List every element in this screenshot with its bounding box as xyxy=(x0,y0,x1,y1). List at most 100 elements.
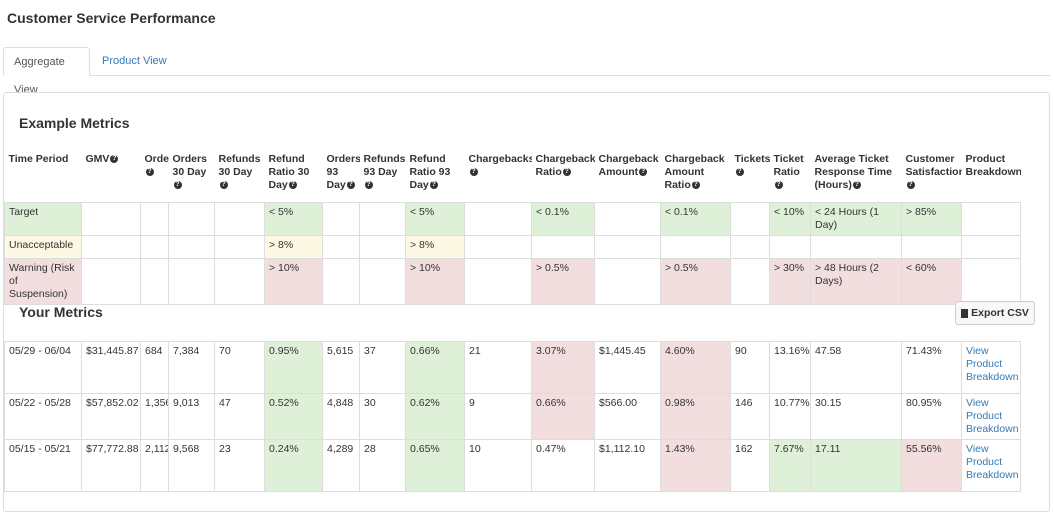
column-header: Chargeback Ratio? xyxy=(531,150,595,203)
table-cell: < 24 Hours (1 Day) xyxy=(810,201,902,236)
table-cell: > 85% xyxy=(901,201,962,236)
table-cell xyxy=(140,234,169,259)
help-icon[interactable]: ? xyxy=(145,168,154,177)
table-cell: 0.47% xyxy=(531,439,595,492)
table-cell xyxy=(594,257,661,305)
help-icon[interactable]: ? xyxy=(364,181,373,190)
table-cell: 0.52% xyxy=(264,393,323,440)
table-cell: 3.07% xyxy=(531,341,595,394)
help-icon[interactable]: ? xyxy=(852,181,861,190)
table-cell xyxy=(464,257,532,305)
help-icon[interactable]: ? xyxy=(906,181,915,190)
table-cell xyxy=(214,257,265,305)
column-header-label: Orders xyxy=(144,153,169,165)
table-cell: 80.95% xyxy=(901,393,962,440)
column-header: Refunds 30 Day? xyxy=(214,150,265,203)
table-cell xyxy=(81,201,141,236)
table-cell: 10 xyxy=(464,439,532,492)
table-cell xyxy=(901,234,962,259)
column-header-label: Refunds 30 Day xyxy=(218,153,261,178)
column-header-label: Product Breakdown xyxy=(965,153,1021,178)
table-cell xyxy=(168,234,215,259)
table-cell: 23 xyxy=(214,439,265,492)
help-icon[interactable]: ? xyxy=(110,155,119,164)
table-cell: 4,289 xyxy=(322,439,360,492)
help-icon[interactable]: ? xyxy=(173,181,182,190)
table-cell xyxy=(359,201,406,236)
table-row: 05/22 - 05/28$57,852.021,3569,013470.52%… xyxy=(4,393,1021,440)
table-cell: 13.16% xyxy=(769,341,811,394)
table-cell: 71.43% xyxy=(901,341,962,394)
product-breakdown-link[interactable]: View Product Breakdown xyxy=(961,393,1021,440)
example-metrics-title: Example Metrics xyxy=(19,115,130,131)
help-icon[interactable]: ? xyxy=(219,181,228,190)
help-icon[interactable]: ? xyxy=(562,168,571,177)
help-icon[interactable]: ? xyxy=(639,168,648,177)
view-tabs: Aggregate View Product View xyxy=(3,47,1050,96)
table-cell: 55.56% xyxy=(901,439,962,492)
help-icon[interactable]: ? xyxy=(691,181,700,190)
table-cell: 7,384 xyxy=(168,341,215,394)
table-cell: 30.15 xyxy=(810,393,902,440)
column-header: Chargeback Amount? xyxy=(594,150,661,203)
table-cell: $77,772.88 xyxy=(81,439,141,492)
column-header: Orders? xyxy=(140,150,169,203)
table-cell xyxy=(769,234,811,259)
help-icon[interactable]: ? xyxy=(469,168,478,177)
export-csv-button[interactable]: Export CSV xyxy=(955,301,1035,325)
table-cell: 5,615 xyxy=(322,341,360,394)
table-cell: 7.67% xyxy=(769,439,811,492)
table-cell: > 8% xyxy=(405,234,465,259)
table-cell: 1,356 xyxy=(140,393,169,440)
column-header: Chargeback Amount Ratio? xyxy=(660,150,731,203)
column-header: Chargebacks? xyxy=(464,150,532,203)
help-icon[interactable]: ? xyxy=(735,168,744,177)
column-header-label: Tickets xyxy=(734,153,770,165)
column-header-label: Chargeback Amount Ratio xyxy=(664,153,725,191)
page-title: Customer Service Performance xyxy=(7,10,216,26)
table-cell xyxy=(359,257,406,305)
help-icon[interactable]: ? xyxy=(288,181,297,190)
table-cell xyxy=(810,234,902,259)
column-header-label: Chargebacks xyxy=(468,153,532,165)
table-cell: 162 xyxy=(730,439,770,492)
table-cell: 17.11 xyxy=(810,439,902,492)
table-cell xyxy=(168,257,215,305)
column-header-label: Ticket Ratio xyxy=(773,153,804,178)
table-cell: 0.66% xyxy=(405,341,465,394)
product-breakdown-link[interactable]: View Product Breakdown xyxy=(961,439,1021,492)
table-cell: Warning (Risk of Suspension) xyxy=(4,257,82,305)
table-cell xyxy=(359,234,406,259)
table-cell: 0.62% xyxy=(405,393,465,440)
table-cell xyxy=(322,234,360,259)
table-cell: < 5% xyxy=(264,201,323,236)
table-cell: 05/15 - 05/21 xyxy=(4,439,82,492)
table-cell: > 48 Hours (2 Days) xyxy=(810,257,902,305)
table-cell: < 10% xyxy=(769,201,811,236)
your-metrics-title: Your Metrics xyxy=(19,304,103,320)
table-cell: $31,445.87 xyxy=(81,341,141,394)
help-icon[interactable]: ? xyxy=(346,181,355,190)
column-header: Average Ticket Response Time (Hours)? xyxy=(810,150,902,203)
export-csv-label: Export CSV xyxy=(971,307,1029,319)
table-cell xyxy=(594,201,661,236)
column-header-label: Chargeback Ratio xyxy=(535,153,595,178)
column-header: Customer Satisfaction? xyxy=(901,150,962,203)
table-row: 05/15 - 05/21 $77,772.88 2,112 9,568 23 0.24%… xyxy=(4,439,1021,492)
column-header-label: GMV xyxy=(85,153,110,165)
table-cell: 37 xyxy=(359,341,406,394)
tab-product-view[interactable]: Product View xyxy=(102,55,167,67)
table-cell: 146 xyxy=(730,393,770,440)
help-icon[interactable]: ? xyxy=(774,181,783,190)
tab-aggregate-view[interactable]: Aggregate View xyxy=(3,47,90,96)
column-header: Orders 30 Day? xyxy=(168,150,215,203)
column-header: GMV? xyxy=(81,150,141,203)
help-icon[interactable]: ? xyxy=(429,181,438,190)
table-cell: 0.24% xyxy=(264,439,323,492)
table-cell xyxy=(464,234,532,259)
table-cell: 47.58 xyxy=(810,341,902,394)
product-breakdown-link[interactable]: View Product Breakdown xyxy=(961,341,1021,394)
table-cell: 4,848 xyxy=(322,393,360,440)
table-cell xyxy=(464,201,532,236)
